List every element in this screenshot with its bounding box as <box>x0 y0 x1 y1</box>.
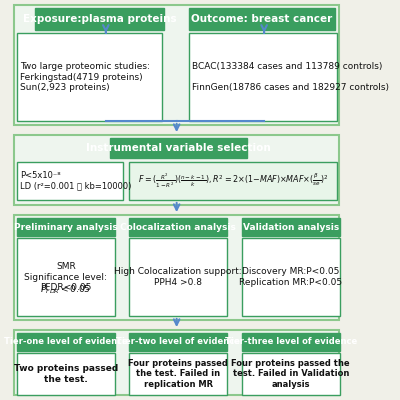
FancyBboxPatch shape <box>189 8 335 30</box>
Text: P<5x10⁻⁸
LD (r²=0.001 和 kb=10000): P<5x10⁻⁸ LD (r²=0.001 和 kb=10000) <box>20 171 131 191</box>
Text: Two proteins passed
the test.: Two proteins passed the test. <box>14 364 118 384</box>
FancyBboxPatch shape <box>110 138 248 158</box>
FancyBboxPatch shape <box>129 218 228 236</box>
Text: SMR
Significance level:
PFDR<0.05: SMR Significance level: PFDR<0.05 <box>24 262 107 292</box>
Text: Tier-three level of evidence: Tier-three level of evidence <box>225 338 357 346</box>
Text: Preliminary analysis: Preliminary analysis <box>14 222 118 232</box>
FancyBboxPatch shape <box>35 8 164 30</box>
FancyBboxPatch shape <box>242 333 340 351</box>
Text: Four proteins passed the
test. Failed in Validation
analysis: Four proteins passed the test. Failed in… <box>232 359 350 389</box>
FancyBboxPatch shape <box>14 5 339 125</box>
FancyBboxPatch shape <box>14 215 339 320</box>
Text: Colocalization analysis: Colocalization analysis <box>120 222 236 232</box>
FancyBboxPatch shape <box>14 135 339 205</box>
Text: Four proteins passed
the test. Failed in
replication MR: Four proteins passed the test. Failed in… <box>128 359 228 389</box>
FancyBboxPatch shape <box>17 162 123 200</box>
FancyBboxPatch shape <box>17 218 115 236</box>
Text: $F=(\frac{R^2}{1-R^2})(\frac{n-k-1}{k}),R^2=2{\times}(1{-}MAF){\times}MAF{\times: $F=(\frac{R^2}{1-R^2})(\frac{n-k-1}{k}),… <box>138 172 328 190</box>
Text: Tier-one level of evidence: Tier-one level of evidence <box>4 338 128 346</box>
FancyBboxPatch shape <box>242 353 340 395</box>
FancyBboxPatch shape <box>17 333 115 351</box>
Text: Validation analysis: Validation analysis <box>243 222 339 232</box>
Text: Instrumental variable selection: Instrumental variable selection <box>86 143 271 153</box>
FancyBboxPatch shape <box>189 33 338 121</box>
Text: Outcome: breast cancer: Outcome: breast cancer <box>192 14 333 24</box>
Text: Two large proteomic studies:
Ferkingstad(4719 proteins)
Sun(2,923 proteins): Two large proteomic studies: Ferkingstad… <box>20 62 150 92</box>
FancyBboxPatch shape <box>17 238 115 316</box>
FancyBboxPatch shape <box>129 162 338 200</box>
FancyBboxPatch shape <box>242 238 340 316</box>
Text: $P_{FDR}<0.05$: $P_{FDR}<0.05$ <box>40 284 91 296</box>
FancyBboxPatch shape <box>242 218 340 236</box>
Text: Exposure:plasma proteins: Exposure:plasma proteins <box>23 14 176 24</box>
FancyBboxPatch shape <box>17 33 162 121</box>
FancyBboxPatch shape <box>17 353 115 395</box>
FancyBboxPatch shape <box>129 353 228 395</box>
FancyBboxPatch shape <box>129 333 228 351</box>
Text: BCAC(133384 cases and 113789 controls)

FinnGen(18786 cases and 182927 controls): BCAC(133384 cases and 113789 controls) F… <box>192 62 390 92</box>
FancyBboxPatch shape <box>129 238 228 316</box>
Text: Discovery MR:P<0.05
Replication MR:P<0.05: Discovery MR:P<0.05 Replication MR:P<0.0… <box>239 267 342 287</box>
Text: High Colocalization support:
PPH4 >0.8: High Colocalization support: PPH4 >0.8 <box>114 267 242 287</box>
FancyBboxPatch shape <box>14 330 339 395</box>
Text: Tier-two level of evidence: Tier-two level of evidence <box>116 338 240 346</box>
